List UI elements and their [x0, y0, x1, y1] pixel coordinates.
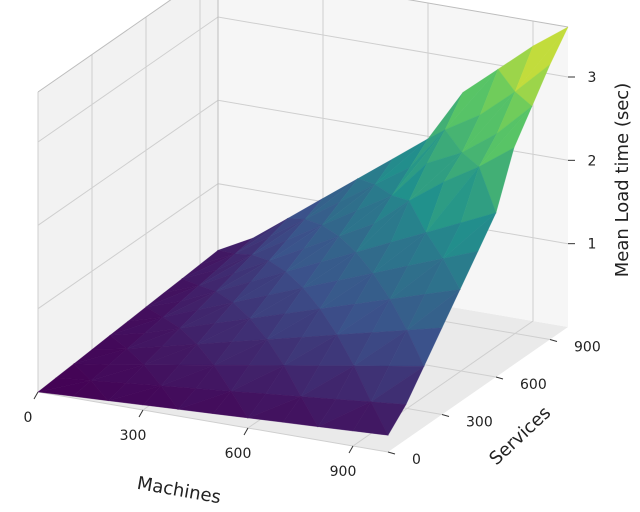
y-tick-label: 300: [466, 415, 493, 431]
y-tick-label: 600: [520, 377, 547, 393]
x-tick-mark: [348, 445, 354, 454]
box-top-edge: [37, 0, 569, 93]
surface-facet: [352, 401, 389, 436]
surface-facet: [142, 385, 179, 410]
x-tick-label: 900: [330, 464, 357, 480]
y-tick-mark: [549, 339, 558, 342]
y-tick-mark: [387, 451, 396, 455]
x-gridline: [352, 21, 534, 447]
y-tick-label: 0: [412, 452, 421, 468]
z-tick-label: 1: [588, 237, 597, 253]
surface-mesh: [37, 26, 569, 436]
x-tick-label: 300: [120, 428, 147, 444]
x-axis-label: Machines: [135, 473, 222, 508]
y-axis-label: Services: [485, 402, 555, 469]
z-tick-label: 2: [588, 153, 597, 169]
y-tick-label: 900: [574, 340, 601, 356]
x-tick-mark: [33, 391, 39, 400]
axes-ticks: 0 300 600 900 0 300 600 900 1 2 3: [24, 70, 601, 480]
x-tick-label: 0: [24, 410, 33, 426]
x-tick-mark: [138, 409, 144, 418]
x-tick-mark: [243, 427, 249, 436]
surface-facet: [212, 390, 249, 419]
surface-facet: [72, 380, 109, 402]
z-axis-label: Mean Load time (sec): [612, 83, 633, 277]
y-tick-mark: [495, 376, 504, 380]
surface-facet: [282, 395, 319, 428]
y-tick-mark: [441, 414, 450, 417]
x-tick-label: 600: [225, 446, 252, 462]
z-tick-label: 3: [588, 70, 597, 86]
